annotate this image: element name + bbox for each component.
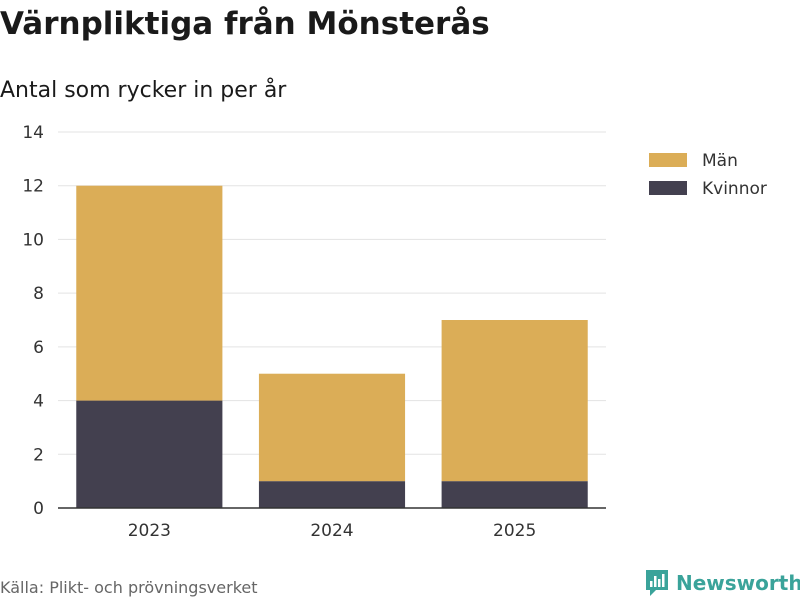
- legend-swatch-kvinnor: [649, 181, 687, 195]
- y-tick-label-0: 0: [33, 499, 44, 519]
- y-tick-label-14: 14: [22, 123, 44, 143]
- y-tick-label-4: 4: [33, 392, 44, 412]
- x-tick-label-2024: 2024: [310, 521, 353, 541]
- brand-logo: Newsworthy: [644, 568, 800, 598]
- y-tick-label-8: 8: [33, 284, 44, 304]
- legend-label-kvinnor: Kvinnor: [702, 179, 767, 199]
- chart-title: Värnpliktiga från Mönsterås: [0, 6, 490, 42]
- chart-subtitle: Antal som rycker in per år: [0, 78, 287, 103]
- x-tick-label-2023: 2023: [128, 521, 171, 541]
- bar-män-2025: [441, 320, 588, 482]
- bar-kvinnor-2023: [76, 400, 223, 508]
- bar-kvinnor-2025: [441, 481, 588, 508]
- y-tick-label-10: 10: [22, 230, 44, 250]
- source-note: Källa: Plikt- och prövningsverket: [0, 578, 258, 597]
- y-tick-label-6: 6: [33, 338, 44, 358]
- newsworthy-logo-icon: [646, 570, 668, 596]
- brand-name: Newsworthy: [676, 571, 800, 595]
- y-tick-label-12: 12: [22, 177, 44, 197]
- legend-swatch-män: [649, 153, 687, 167]
- x-tick-label-2025: 2025: [493, 521, 536, 541]
- bar-kvinnor-2024: [258, 481, 406, 508]
- bar-män-2023: [76, 185, 223, 401]
- bar-män-2024: [258, 373, 406, 482]
- y-tick-label-2: 2: [33, 445, 44, 465]
- legend-label-män: Män: [702, 151, 738, 171]
